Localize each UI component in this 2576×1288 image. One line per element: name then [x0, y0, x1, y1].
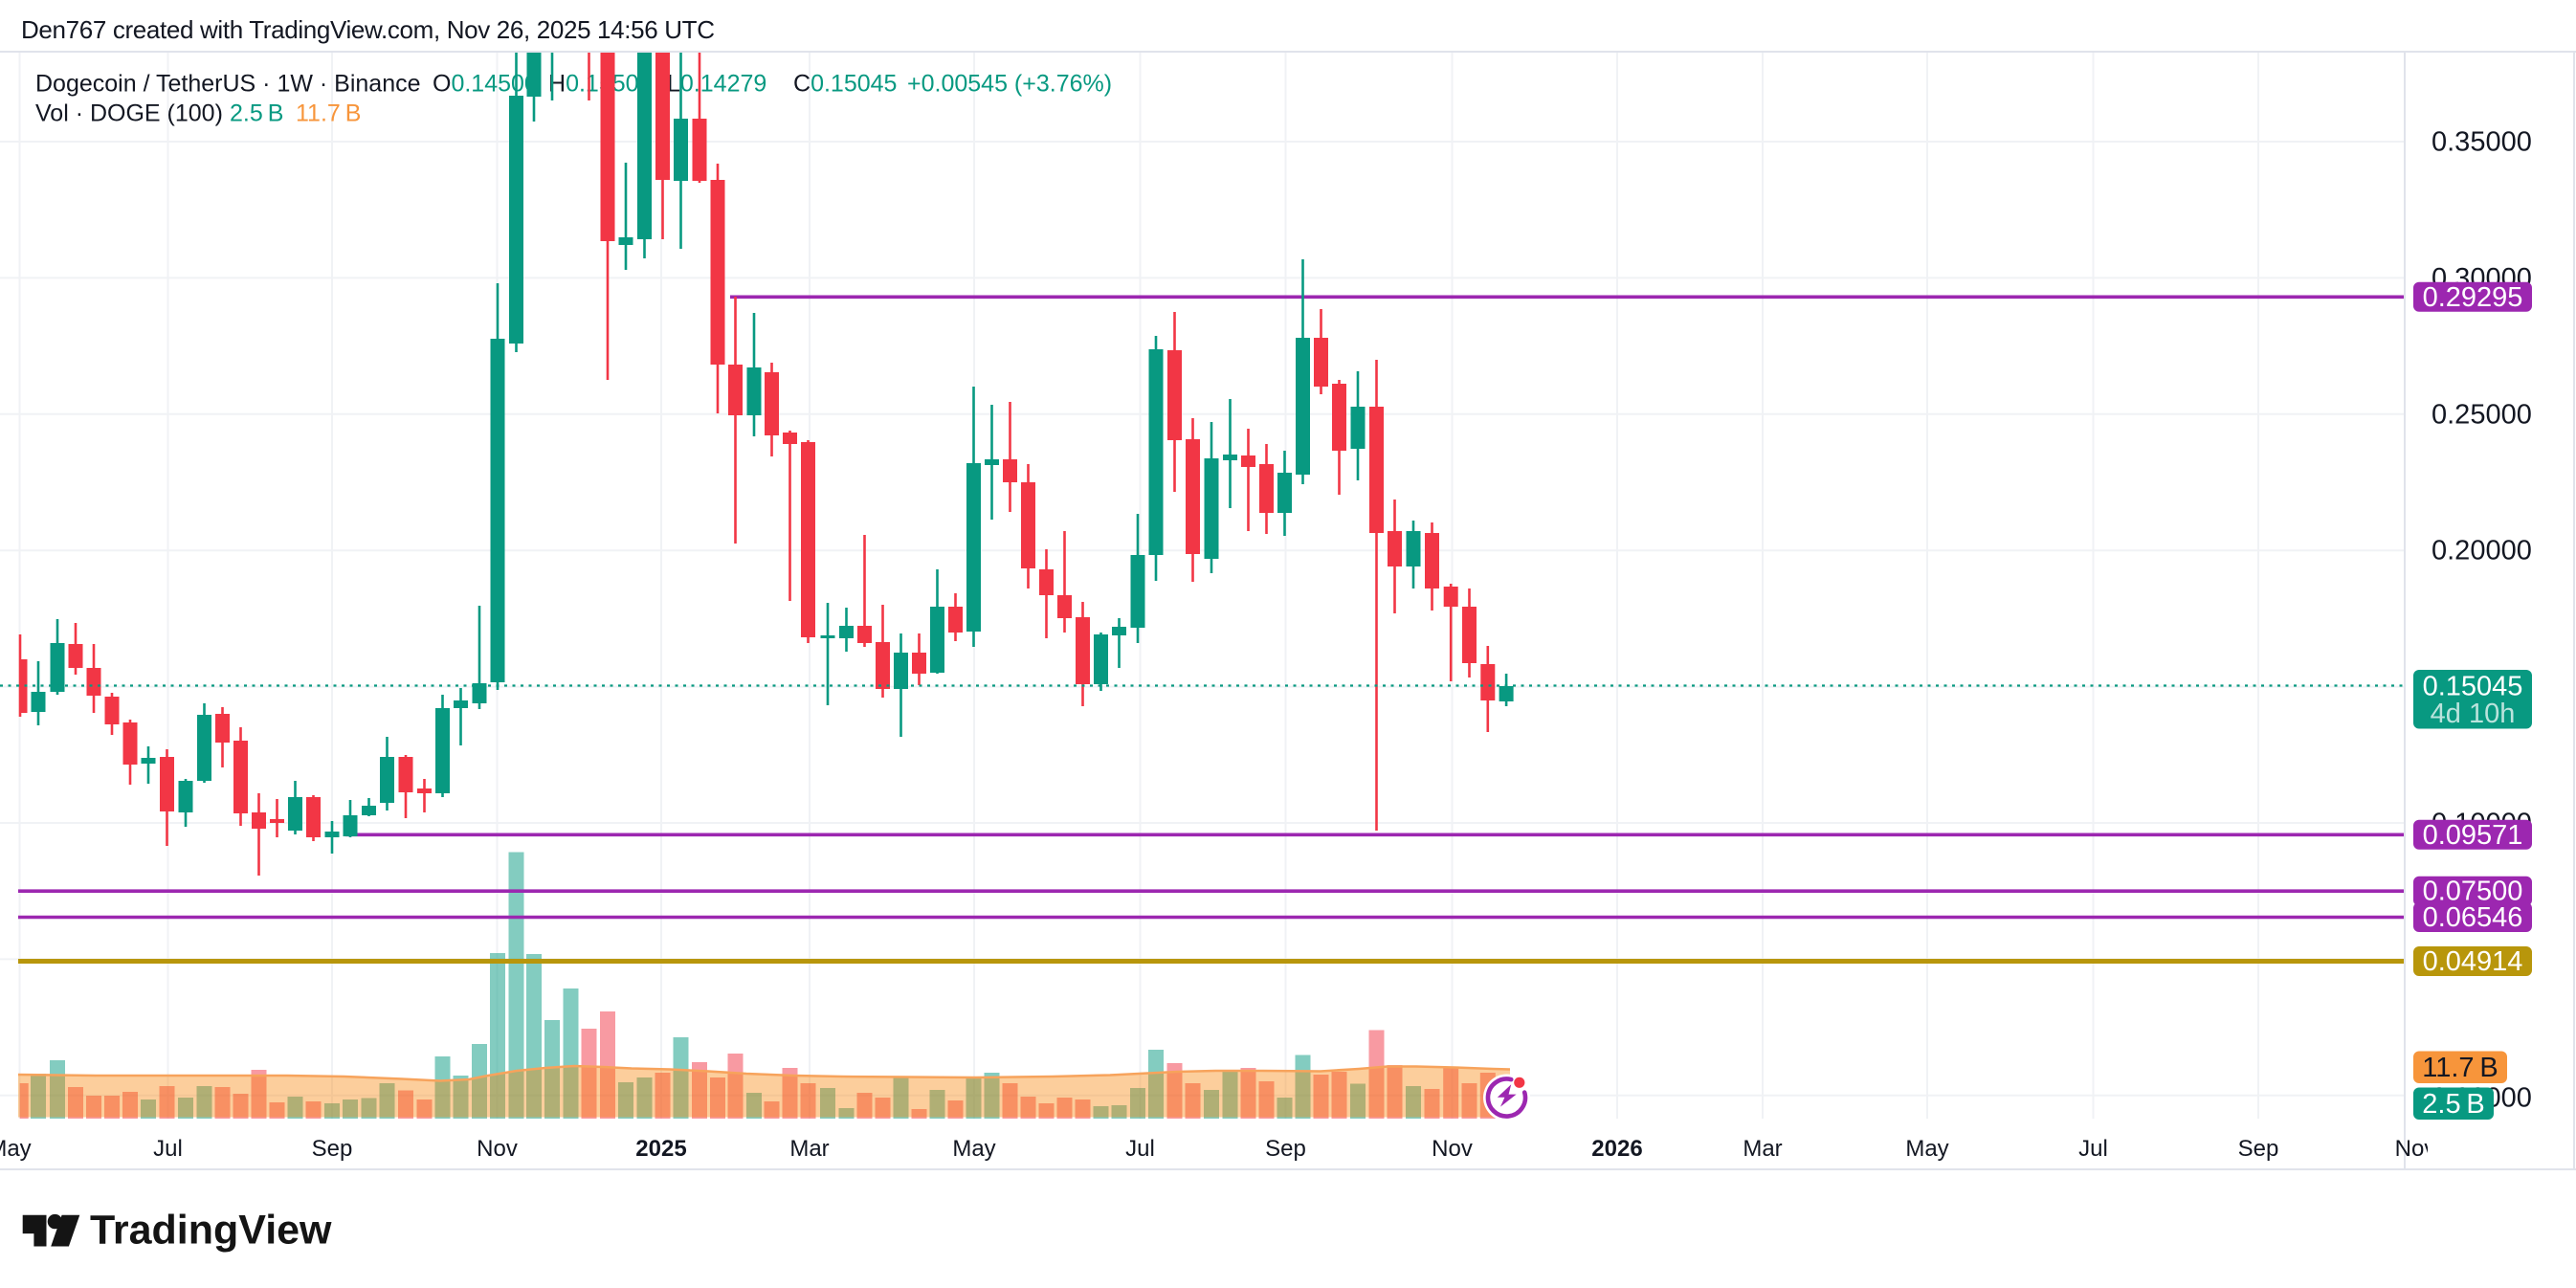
svg-text:Den767 created with TradingVie: Den767 created with TradingView.com, Nov… — [21, 15, 715, 44]
svg-text:Jul: Jul — [1125, 1136, 1155, 1162]
svg-text:0.29295: 0.29295 — [2423, 282, 2523, 313]
svg-text:H0.15504: H0.15504 — [548, 71, 653, 98]
svg-text:2.5 B: 2.5 B — [230, 100, 283, 127]
svg-text:+0.00545 (+3.76%): +0.00545 (+3.76%) — [907, 71, 1112, 98]
svg-text:C0.15045: C0.15045 — [793, 71, 897, 98]
svg-text:Sep: Sep — [312, 1136, 353, 1162]
svg-text:2025: 2025 — [635, 1136, 686, 1162]
svg-text:0.07500: 0.07500 — [2423, 877, 2523, 907]
svg-text:O0.14500: O0.14500 — [433, 71, 538, 98]
svg-text:Vol · DOGE (100): Vol · DOGE (100) — [35, 100, 223, 127]
svg-text:0.20000: 0.20000 — [2432, 536, 2532, 566]
svg-text:Sep: Sep — [2238, 1136, 2279, 1162]
svg-text:0.25000: 0.25000 — [2432, 399, 2532, 430]
svg-text:May: May — [0, 1136, 32, 1162]
svg-text:Mar: Mar — [1743, 1136, 1782, 1162]
svg-text:TradingView: TradingView — [90, 1208, 332, 1254]
svg-text:Dogecoin / TetherUS · 1W · Bin: Dogecoin / TetherUS · 1W · Binance — [35, 71, 421, 98]
svg-text:May: May — [1905, 1136, 1948, 1162]
svg-text:Nov: Nov — [1432, 1136, 1473, 1162]
svg-text:Nov: Nov — [2395, 1136, 2436, 1162]
svg-text:0.09571: 0.09571 — [2423, 820, 2523, 851]
svg-text:4d 10h: 4d 10h — [2431, 699, 2516, 729]
svg-text:0.06546: 0.06546 — [2423, 902, 2523, 933]
svg-text:2.5 B: 2.5 B — [2422, 1089, 2484, 1120]
svg-text:L0.14279: L0.14279 — [667, 71, 766, 98]
svg-text:11.7 B: 11.7 B — [2422, 1053, 2498, 1083]
svg-text:11.7 B: 11.7 B — [296, 100, 361, 127]
svg-text:0.35000: 0.35000 — [2432, 127, 2532, 158]
svg-text:Jul: Jul — [2078, 1136, 2108, 1162]
svg-text:May: May — [952, 1136, 995, 1162]
svg-text:0.04914: 0.04914 — [2423, 946, 2523, 977]
svg-text:Sep: Sep — [1265, 1136, 1306, 1162]
svg-text:Nov: Nov — [477, 1136, 518, 1162]
svg-text:Jul: Jul — [153, 1136, 183, 1162]
svg-text:2026: 2026 — [1591, 1136, 1642, 1162]
svg-text:Mar: Mar — [789, 1136, 829, 1162]
svg-text:0.15045: 0.15045 — [2423, 672, 2523, 702]
